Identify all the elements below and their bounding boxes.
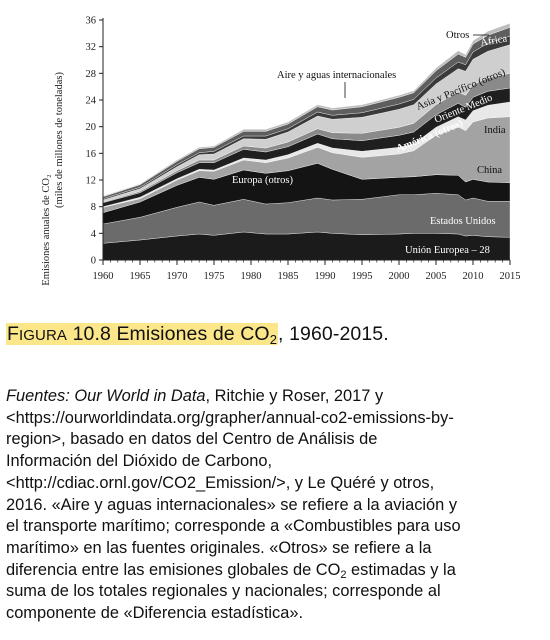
y-axis-label: Emisiones anuales de CO₂ (miles de millo… — [41, 72, 65, 286]
x-tick-label: 2005 — [426, 271, 447, 282]
sources-line-7: el transporte marítimo; corresponde a «C… — [6, 517, 461, 536]
sources-line-9: diferencia entre las emisiones globales … — [6, 560, 546, 582]
area-series-10 — [102, 23, 511, 197]
sources-line-10: suma de los totales regionales y naciona… — [6, 582, 441, 601]
sources-line-8: marítimo» en las fuentes originales. «Ot… — [6, 538, 432, 557]
x-tick-label: 1960 — [93, 271, 114, 282]
x-tick-label: 1980 — [241, 271, 262, 282]
sources-line-5: <http://cdiac.ornl.gov/CO2_Emission/>, y… — [6, 473, 435, 492]
label-union-europea: Unión Europea – 28 — [405, 245, 490, 256]
emissions-chart: 0 4 8 12 16 20 24 28 32 36 1960 1965 1970 1975 1980 198… — [41, 16, 521, 286]
sources-note: Fuentes: Our World in Data, Ritchie y Ro… — [6, 386, 546, 625]
y-tick-label: 20 — [86, 122, 97, 133]
x-tick-label: 1975 — [204, 271, 225, 282]
chart-axes: 0 4 8 12 16 20 24 28 32 36 1960 1965 1970 1975 1980 198… — [86, 16, 521, 283]
sources-line-9-post: estimadas y la — [346, 560, 456, 579]
x-tick-label: 1985 — [278, 271, 299, 282]
y-axis-label-line2: (miles de millones de toneladas) — [54, 72, 65, 208]
sources-line-2: <https://ourworldindata.org/grapher/annu… — [6, 408, 454, 427]
figura-rest: IGURA — [19, 327, 68, 344]
sources-line-11: componente de «Diferencia estadística». — [6, 604, 304, 623]
y-tick-label: 0 — [91, 256, 96, 267]
label-aire-aguas: Aire y aguas internacionales — [277, 70, 396, 81]
sources-line-1-rest: , Ritchie y Roser, 2017 y — [205, 387, 384, 405]
figure-title-pre: Emisiones de CO — [116, 323, 270, 345]
y-tick-label: 12 — [86, 176, 97, 187]
sources-line-1-italic: Fuentes: Our World in Data — [6, 387, 206, 405]
sources-line-1: Fuentes: Our World in Data, Ritchie y Ro… — [6, 386, 546, 408]
x-tick-label: 2010 — [463, 271, 484, 282]
y-tick-label: 36 — [86, 16, 97, 27]
y-tick-label: 32 — [86, 42, 97, 53]
figure-number: 10.8 — [72, 323, 111, 345]
y-tick-label: 4 — [91, 229, 97, 240]
label-otros: Otros — [446, 30, 469, 41]
y-tick-label: 28 — [86, 69, 97, 80]
sources-line-4: Información del Dióxido de Carbono, — [6, 452, 273, 471]
sources-line-9-pre: diferencia entre las emisiones globales … — [6, 560, 341, 579]
sources-line-3: region>, basado en datos del Centro de A… — [6, 430, 378, 449]
y-tick-label: 16 — [86, 149, 97, 160]
stacked-areas — [102, 23, 511, 261]
x-tick-label: 1970 — [167, 271, 188, 282]
figure-number-highlight: FIGURA 10.8 Emisiones de CO2 — [6, 323, 279, 347]
label-estados-unidos: Estados Unidos — [430, 216, 496, 227]
x-tick-label: 1990 — [315, 271, 336, 282]
figure-title-sub: 2 — [269, 332, 278, 347]
x-tick-label: 2015 — [500, 271, 521, 282]
x-tick-label: 1965 — [130, 271, 151, 282]
y-tick-label: 8 — [91, 202, 96, 213]
x-tick-label: 1995 — [352, 271, 373, 282]
x-tick-label: 2000 — [389, 271, 410, 282]
label-europa-otros: Europa (otros) — [232, 175, 293, 186]
figura-initial: F — [7, 323, 20, 345]
label-africa: África — [479, 32, 508, 49]
sources-line-9-sub: 2 — [340, 568, 347, 581]
label-china: China — [477, 165, 502, 176]
y-axis-label-line1: Emisiones anuales de CO₂ — [41, 174, 52, 286]
sources-line-6: 2016. «Aire y aguas internacionales» se … — [6, 495, 458, 514]
figure-caption: FIGURA 10.8 Emisiones de CO2, 1960-2015. — [6, 323, 546, 346]
label-india: India — [484, 125, 506, 136]
figure-title-post: , 1960-2015. — [278, 323, 389, 345]
y-tick-label: 24 — [86, 96, 97, 107]
